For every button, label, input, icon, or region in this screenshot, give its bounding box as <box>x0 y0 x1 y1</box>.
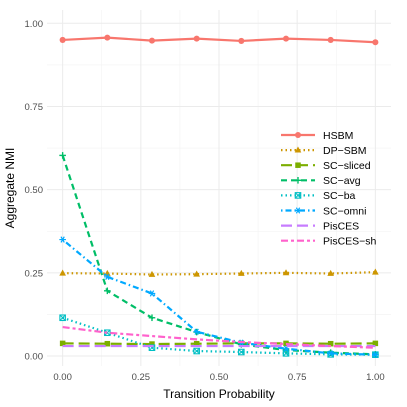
data-point <box>295 162 301 168</box>
data-point <box>104 273 111 280</box>
data-point <box>282 269 290 276</box>
legend-item: SC−sliced <box>281 160 371 172</box>
data-point <box>372 351 379 358</box>
data-point <box>294 146 302 153</box>
data-point <box>59 36 66 43</box>
legend-item: PisCES−sh <box>281 236 377 248</box>
y-axis-title: Aggregate NMI <box>3 148 17 229</box>
legend-label: HSBM <box>323 130 353 142</box>
data-point <box>372 340 379 347</box>
data-point <box>294 177 302 184</box>
data-point <box>193 270 200 277</box>
legend-item: HSBM <box>281 130 353 142</box>
series-line <box>62 342 376 346</box>
legend: HSBM DP−SBM SC−sliced SC−avg SC−ba SC−omni Pis… <box>281 130 377 248</box>
data-point <box>59 236 66 243</box>
data-point <box>148 270 156 277</box>
data-point <box>282 350 290 357</box>
data-point <box>327 350 334 357</box>
data-point <box>149 341 155 347</box>
series-line <box>62 316 376 356</box>
data-point <box>238 37 245 44</box>
data-point <box>193 347 200 355</box>
legend-label: SC−avg <box>323 175 361 187</box>
y-tick-label: 1.00 <box>25 19 44 30</box>
legend-item: SC−ba <box>281 190 356 202</box>
data-point <box>238 269 245 276</box>
legend-label: DP−SBM <box>323 145 366 157</box>
legend-label: SC−sliced <box>323 160 371 172</box>
data-point <box>294 131 302 139</box>
data-point <box>104 340 111 347</box>
data-point <box>148 37 156 44</box>
y-tick-label: 0.25 <box>25 268 44 279</box>
x-tick-label: 0.25 <box>132 372 151 383</box>
data-point <box>294 192 302 199</box>
series-0 <box>59 34 379 46</box>
legend-item: PisCES <box>281 220 359 232</box>
legend-label: PisCES <box>323 220 359 232</box>
legend-label: SC−ba <box>323 190 356 202</box>
series-1 <box>59 268 379 277</box>
data-point <box>372 39 379 46</box>
x-tick-label: 1.00 <box>366 372 385 383</box>
y-tick-label: 0.50 <box>25 185 44 196</box>
legend-item: DP−SBM <box>281 145 366 157</box>
data-point <box>193 328 200 335</box>
legend-item: SC−omni <box>281 205 366 217</box>
x-tick-label: 0.75 <box>288 372 307 383</box>
data-point <box>59 314 66 322</box>
y-tick-label: 0.00 <box>25 352 44 363</box>
tick-labels: 0.00 0.25 0.50 0.75 1.00 0.00 0.25 0.50 0.75 1.00 <box>25 19 385 383</box>
data-point <box>327 36 334 43</box>
x-tick-label: 0.00 <box>53 372 72 383</box>
series-7 <box>62 325 376 349</box>
series-line <box>62 36 376 44</box>
data-point <box>372 268 379 275</box>
legend-item: SC−avg <box>281 175 361 187</box>
grid <box>47 10 391 366</box>
data-point <box>104 34 111 41</box>
x-tick-label: 0.50 <box>210 372 229 383</box>
series-line <box>61 238 376 356</box>
data-point <box>327 269 335 276</box>
y-tick-label: 0.75 <box>25 102 44 113</box>
data-point <box>327 340 334 347</box>
series-group <box>59 34 379 358</box>
series-line <box>62 325 376 349</box>
data-point <box>282 35 290 42</box>
legend-label: SC−omni <box>323 205 366 217</box>
data-point <box>104 287 111 295</box>
data-point <box>59 269 66 276</box>
data-point <box>59 340 66 347</box>
data-point <box>193 340 200 347</box>
data-point <box>238 348 245 356</box>
data-point <box>294 207 302 214</box>
data-point <box>193 35 200 42</box>
data-point <box>148 314 156 322</box>
legend-label: PisCES−sh <box>323 236 377 248</box>
data-point <box>148 290 156 297</box>
data-point <box>59 152 66 159</box>
x-axis-title: Transition Probability <box>163 387 275 401</box>
